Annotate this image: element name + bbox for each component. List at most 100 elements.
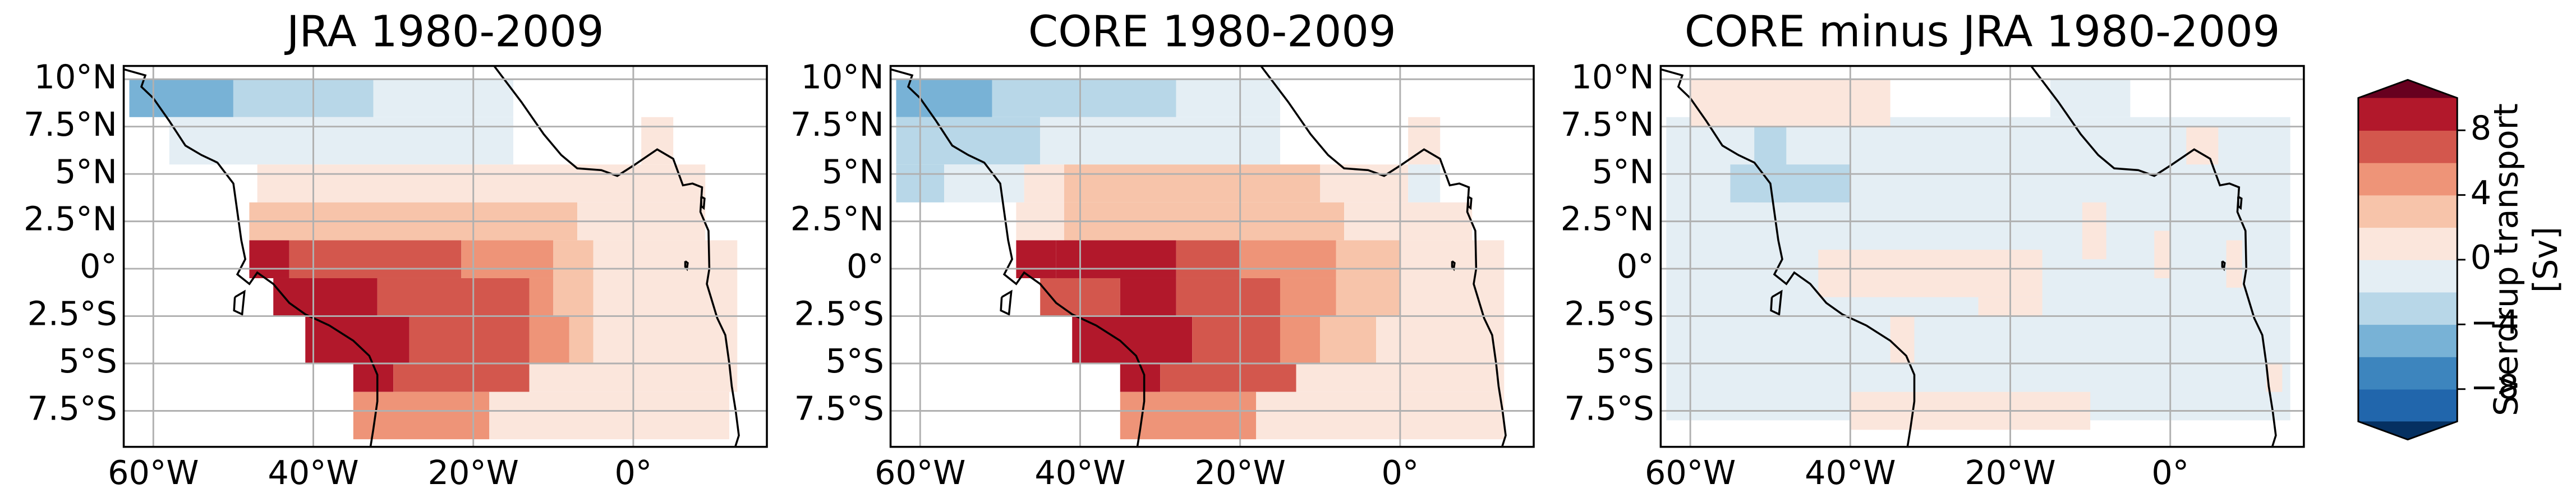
coastline — [1770, 289, 1783, 316]
grid-cell — [1320, 316, 1377, 364]
grid-cell — [2050, 79, 2131, 117]
coastline — [123, 68, 379, 447]
grid-cell — [1730, 164, 1851, 202]
coastline — [684, 260, 689, 271]
colorbar-bin — [2358, 324, 2458, 357]
grid-cell — [529, 278, 554, 316]
grid-cell — [1056, 240, 1176, 278]
grid-cell — [1040, 117, 1280, 165]
colorbar-tick-label: −8 — [2471, 367, 2519, 406]
colorbar-bin — [2358, 194, 2458, 228]
grid-cell — [1400, 240, 1505, 278]
grid-cell — [305, 316, 410, 364]
grid-cell — [169, 117, 514, 165]
colorbar-label: [Sv] — [2526, 227, 2565, 293]
panel-title: JRA 1980-2009 — [284, 7, 604, 57]
grid-cell — [1280, 316, 1321, 364]
grid-cell — [1160, 363, 1296, 392]
coastline — [700, 196, 706, 210]
y-tick-label: 2.5°N — [1561, 200, 1654, 238]
grid-cell — [233, 79, 374, 117]
x-tick-label: 40°W — [1034, 453, 1125, 492]
y-tick-label: 2.5°N — [24, 200, 117, 238]
grid-cell — [1176, 278, 1280, 316]
grid-cell — [129, 79, 233, 117]
coastline — [1660, 68, 1916, 447]
grid-cell — [1408, 164, 1441, 202]
x-tick-label: 60°W — [108, 453, 199, 492]
map-frame — [122, 65, 768, 448]
y-tick-label: 5°S — [826, 342, 884, 380]
colorbar-tick-label: −4 — [2471, 302, 2519, 341]
colorbar-outline — [2357, 79, 2458, 441]
y-tick-label: 2.5°S — [27, 294, 117, 333]
grid-cell — [553, 240, 594, 278]
grid-cell — [489, 392, 730, 440]
coastline — [2237, 196, 2243, 210]
grid-cell — [1690, 79, 1890, 127]
grid-cell — [896, 79, 992, 117]
x-tick-label: 60°W — [1645, 453, 1736, 492]
coastline — [233, 289, 246, 316]
x-tick-label: 60°W — [875, 453, 965, 492]
colorbar-tick-label: 4 — [2471, 173, 2491, 212]
x-tick-label: 0° — [615, 453, 652, 492]
x-tick-label: 0° — [1381, 453, 1419, 492]
grid-cell — [1064, 164, 1321, 202]
y-tick-label: 2.5°S — [794, 294, 884, 333]
grid-cell — [1336, 240, 1400, 278]
grid-cell — [593, 240, 738, 278]
map-panel — [890, 66, 1534, 447]
grid-cell — [2226, 240, 2243, 288]
coastline — [1451, 260, 1456, 271]
grid-cell — [1280, 278, 1336, 316]
grid-cell — [377, 278, 530, 316]
grid-cell — [1818, 250, 2043, 297]
grid-cell — [1754, 126, 1787, 202]
grid-cell — [1176, 240, 1240, 278]
map-frame — [1659, 65, 2305, 448]
grid-cell — [2186, 126, 2219, 165]
colorbar-bin — [2358, 388, 2458, 422]
grid-cell — [2154, 231, 2170, 278]
grid-cell — [553, 278, 594, 316]
colorbar-extend-over — [2358, 80, 2458, 98]
colorbar-bin — [2358, 97, 2458, 131]
grid-cell — [273, 278, 378, 316]
y-tick-label: 5°S — [59, 342, 117, 380]
grid-cell — [409, 316, 530, 364]
y-tick-label: 7.5°S — [27, 389, 117, 428]
y-tick-label: 10°N — [801, 57, 884, 96]
grid-cell — [1256, 392, 1505, 440]
y-tick-label: 5°N — [55, 152, 117, 191]
grid-cell — [2082, 202, 2106, 260]
colorbar-bin — [2358, 259, 2458, 293]
y-tick-label: 10°N — [1571, 57, 1654, 96]
y-tick-label: 0° — [847, 247, 884, 285]
coastline — [2221, 260, 2226, 271]
grid-cell — [896, 117, 1041, 165]
y-tick-label: 2.5°S — [1564, 294, 1654, 333]
y-tick-label: 0° — [1617, 247, 1654, 285]
grid-cell — [944, 164, 1024, 202]
grid-cell — [1176, 79, 1280, 117]
y-tick-label: 7.5°S — [1564, 389, 1654, 428]
grid-cell — [1120, 363, 1161, 392]
colorbar-bin — [2358, 227, 2458, 260]
colorbar-tick-label: 8 — [2471, 108, 2491, 147]
colorbar-tick-label: 0 — [2471, 238, 2491, 277]
colorbar-extend-under — [2358, 421, 2458, 440]
grid-cell — [1024, 164, 1064, 202]
grid-cell — [461, 240, 554, 278]
panel-title: CORE 1980-2009 — [1028, 7, 1396, 57]
x-tick-label: 40°W — [268, 453, 358, 492]
y-tick-label: 7.5°N — [1561, 105, 1654, 144]
coastline — [1467, 196, 1473, 210]
x-tick-label: 20°W — [1195, 453, 1286, 492]
grid-cell — [249, 240, 289, 278]
grid-cell — [1120, 278, 1176, 316]
coastline — [890, 68, 1146, 447]
y-tick-label: 7.5°S — [794, 389, 884, 428]
colorbar-bin — [2358, 130, 2458, 163]
